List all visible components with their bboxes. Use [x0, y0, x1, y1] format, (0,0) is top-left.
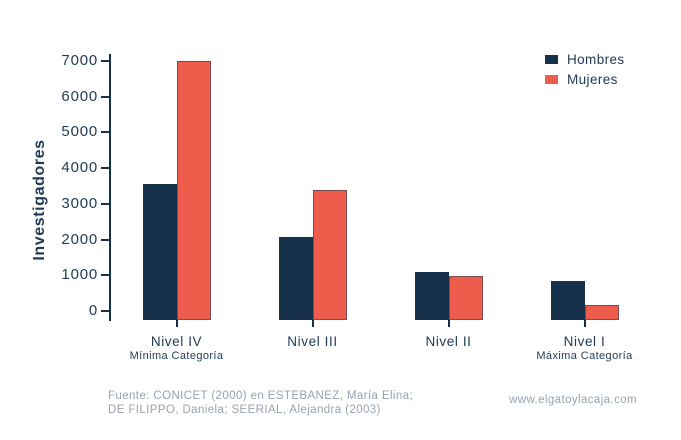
- y-axis-line: [109, 54, 111, 321]
- legend-label: Hombres: [567, 52, 625, 67]
- source-citation: Fuente: CONICET (2000) en ESTEBANEZ, Mar…: [108, 390, 413, 417]
- y-tick-label: 1000: [61, 266, 98, 284]
- x-axis-category-label: Nivel IV Mínima Categoría: [92, 334, 262, 363]
- y-tick-mark: [101, 310, 109, 312]
- y-tick-mark: [101, 60, 109, 62]
- y-tick-mark: [101, 238, 109, 241]
- category-name: Nivel I: [563, 334, 606, 349]
- hombres-swatch-icon: [545, 55, 558, 64]
- y-tick-label: 2000: [61, 230, 98, 248]
- y-tick-label: 3000: [61, 194, 98, 212]
- legend-item-mujeres: Mujeres: [545, 73, 625, 86]
- bar-hombres-nivel-iii: [278, 237, 313, 320]
- category-name: Nivel II: [425, 334, 472, 349]
- legend-item-hombres: Hombres: [545, 53, 625, 66]
- mujeres-swatch-icon: [545, 75, 558, 84]
- category-name: Nivel IV: [150, 334, 203, 349]
- bar-hombres-nivel-i: [550, 281, 585, 320]
- x-tick-mark: [311, 320, 314, 327]
- y-tick-mark: [101, 167, 109, 170]
- x-axis-category-label: Nivel I Máxima Categoría: [500, 334, 670, 363]
- x-tick-mark: [583, 320, 586, 327]
- x-axis-category-label: Nivel III: [228, 334, 398, 349]
- bar-mujeres-nivel-i: [584, 305, 619, 320]
- bar-hombres-nivel-iv: [142, 184, 177, 320]
- x-axis-category-label: Nivel II: [364, 334, 534, 349]
- bar-mujeres-nivel-iv: [176, 61, 211, 320]
- category-subtitle: Mínima Categoría: [129, 350, 224, 362]
- y-tick-mark: [101, 95, 109, 98]
- x-tick-mark: [447, 320, 450, 327]
- y-tick-label: 7000: [61, 52, 98, 69]
- y-tick-label: 0: [88, 302, 98, 319]
- y-tick-mark: [101, 131, 109, 134]
- legend-label: Mujeres: [567, 72, 618, 87]
- bar-hombres-nivel-ii: [414, 272, 449, 320]
- category-subtitle: Máxima Categoría: [536, 350, 633, 362]
- y-tick-label: 5000: [61, 123, 98, 141]
- legend: Hombres Mujeres: [545, 53, 625, 86]
- source-line-2: DE FILIPPO, Daniela; SEERIAL, Alejandra …: [108, 403, 381, 416]
- y-tick-mark: [101, 202, 109, 205]
- category-name: Nivel III: [287, 334, 338, 349]
- source-line-1: Fuente: CONICET (2000) en ESTEBANEZ, Mar…: [108, 390, 414, 402]
- y-tick-label: 4000: [61, 159, 98, 177]
- bar-mujeres-nivel-iii: [312, 190, 347, 320]
- y-tick-label: 6000: [61, 87, 98, 105]
- y-tick-mark: [101, 274, 109, 277]
- website-url: www.elgatoylacaja.com: [509, 394, 637, 406]
- x-tick-mark: [175, 320, 178, 327]
- bar-mujeres-nivel-ii: [448, 276, 483, 320]
